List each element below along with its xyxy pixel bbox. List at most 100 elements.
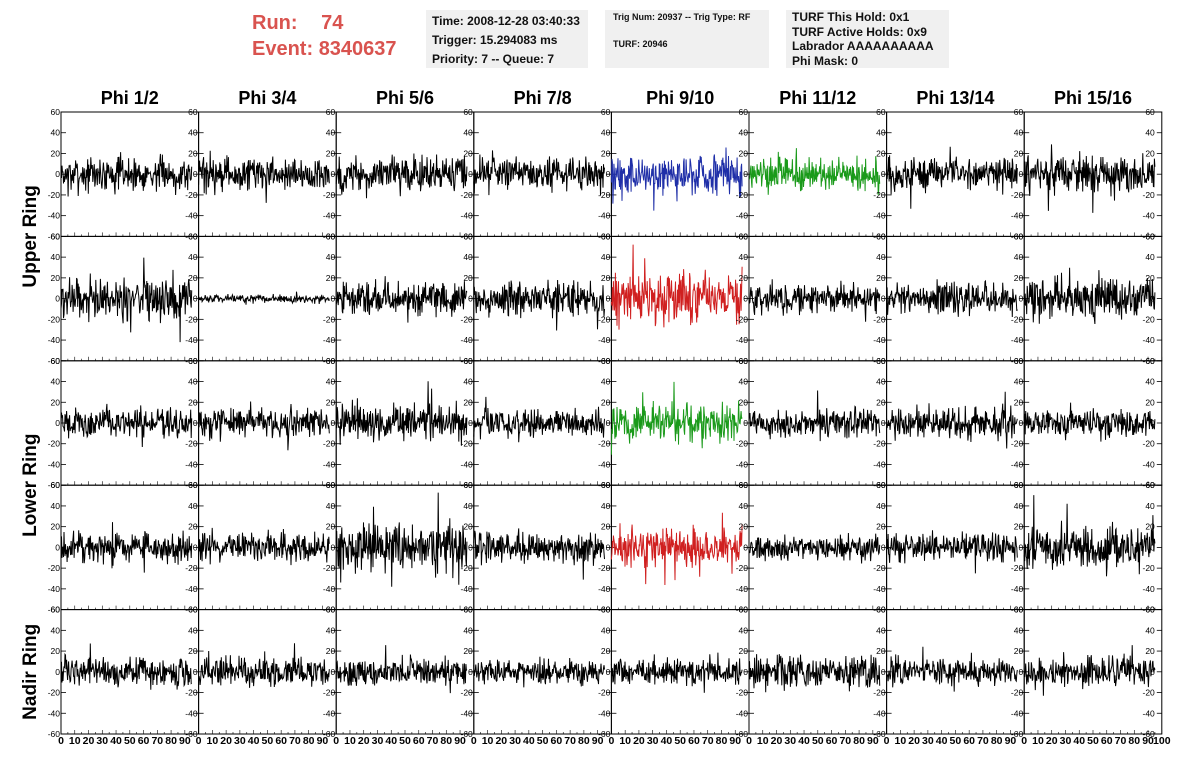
y-tick-label: -20 — [873, 439, 886, 449]
x-tick-label: 50 — [1087, 735, 1099, 747]
y-tick-label: 60 — [326, 480, 336, 490]
y-tick-label: -20 — [1143, 563, 1156, 573]
x-tick-label: 100 — [1153, 735, 1171, 747]
y-tick-label: -20 — [48, 190, 61, 200]
y-tick-label: 20 — [601, 397, 611, 407]
x-tick-label: 80 — [716, 735, 728, 747]
waveform-trace — [1023, 144, 1156, 213]
y-tick-label: -20 — [736, 190, 749, 200]
y-tick-label: 0 — [468, 418, 473, 428]
phi-mask-text: Phi Mask: 0 — [792, 53, 859, 68]
y-tick-label: 40 — [326, 501, 336, 511]
x-tick-label: 0 — [196, 735, 202, 747]
y-tick-label: -20 — [185, 190, 198, 200]
y-tick-label: 20 — [463, 522, 473, 532]
y-tick-label: 0 — [193, 542, 198, 552]
x-tick-label: 70 — [289, 735, 301, 747]
y-tick-label: 20 — [1014, 646, 1024, 656]
column-title: Phi 11/12 — [779, 88, 856, 108]
x-tick-label: 0 — [58, 735, 64, 747]
event-value: 8340637 — [318, 38, 397, 60]
y-tick-label: 60 — [326, 356, 336, 366]
waveform-trace — [473, 656, 605, 688]
y-tick-label: 40 — [51, 625, 61, 635]
y-tick-label: 20 — [51, 273, 61, 283]
y-tick-label: 60 — [463, 356, 473, 366]
y-tick-label: -20 — [323, 688, 336, 698]
y-tick-label: -60 — [48, 356, 61, 366]
y-tick-label: 0 — [743, 542, 748, 552]
x-tick-label: 20 — [83, 735, 95, 747]
x-tick-label: 30 — [922, 735, 934, 747]
column-title: Phi 1/2 — [101, 88, 159, 108]
run-event-box: Run: 74 Event: 8340637 — [252, 10, 397, 62]
y-tick-label: -60 — [598, 729, 611, 739]
turf-active-holds-text: TURF Active Holds: 0x9 — [792, 24, 927, 39]
y-tick-label: 60 — [739, 107, 749, 117]
y-tick-label: 40 — [326, 625, 336, 635]
y-tick-label: 60 — [326, 107, 336, 117]
x-tick-label: 40 — [110, 735, 122, 747]
y-tick-label: 40 — [326, 128, 336, 138]
y-tick-label: -60 — [48, 729, 61, 739]
x-tick-label: 40 — [936, 735, 948, 747]
y-tick-label: -40 — [1011, 708, 1024, 718]
y-tick-label: 0 — [193, 169, 198, 179]
y-tick-label: 20 — [1145, 273, 1155, 283]
y-tick-label: 0 — [55, 169, 60, 179]
y-tick-label: 20 — [1145, 522, 1155, 532]
y-tick-label: -20 — [185, 314, 198, 324]
turf-this-hold-text: TURF This Hold: 0x1 — [792, 10, 910, 24]
x-tick-label: 10 — [207, 735, 219, 747]
x-tick-label: 10 — [344, 735, 356, 747]
y-tick-label: -20 — [873, 314, 886, 324]
column-title: Phi 15/16 — [1054, 88, 1132, 108]
x-tick-label: 0 — [1021, 735, 1027, 747]
y-tick-label: 40 — [463, 501, 473, 511]
y-tick-label: 60 — [1014, 356, 1024, 366]
column-title: Phi 7/8 — [514, 88, 572, 108]
y-tick-label: 40 — [739, 252, 749, 262]
x-tick-label: 90 — [317, 735, 329, 747]
y-tick-label: -40 — [1143, 335, 1156, 345]
y-tick-label: 0 — [55, 294, 60, 304]
y-tick-label: 60 — [326, 605, 336, 615]
y-tick-label: 60 — [51, 356, 61, 366]
x-tick-label: 40 — [1073, 735, 1085, 747]
y-tick-label: -20 — [461, 439, 474, 449]
y-tick-label: 0 — [1018, 294, 1023, 304]
y-tick-label: 60 — [739, 231, 749, 241]
x-tick-label: 30 — [784, 735, 796, 747]
trig-num-text: Trig Num: 20937 -- Trig Type: RF — [613, 12, 751, 22]
trigger-text: Trigger: 15.294083 ms — [432, 33, 558, 47]
y-tick-label: 0 — [743, 667, 748, 677]
y-tick-label: 60 — [188, 356, 198, 366]
y-tick-label: 40 — [51, 377, 61, 387]
x-tick-label: 10 — [69, 735, 81, 747]
y-tick-label: 60 — [1014, 480, 1024, 490]
y-tick-label: 20 — [51, 148, 61, 158]
y-tick-label: 0 — [606, 667, 611, 677]
y-tick-label: 40 — [601, 252, 611, 262]
y-tick-label: 40 — [601, 625, 611, 635]
x-tick-label: 70 — [1115, 735, 1127, 747]
y-tick-label: 20 — [739, 397, 749, 407]
y-tick-label: 60 — [463, 605, 473, 615]
y-tick-label: 40 — [1014, 377, 1024, 387]
waveform-trace — [748, 148, 881, 196]
x-tick-label: 60 — [413, 735, 425, 747]
x-tick-label: 70 — [839, 735, 851, 747]
x-tick-label: 90 — [729, 735, 741, 747]
waveform-trace — [886, 391, 1018, 449]
turf-info-panel: TURF This Hold: 0x1 TURF Active Holds: 0… — [786, 10, 949, 68]
x-tick-label: 20 — [220, 735, 232, 747]
waveform-trace — [198, 643, 330, 688]
waveform-trace — [60, 257, 193, 343]
y-tick-label: -40 — [461, 459, 474, 469]
waveform-trace — [60, 152, 193, 197]
y-tick-label: -20 — [598, 314, 611, 324]
y-tick-label: 60 — [463, 480, 473, 490]
y-tick-label: 40 — [876, 252, 886, 262]
y-tick-label: 0 — [881, 294, 886, 304]
y-tick-label: 0 — [881, 542, 886, 552]
